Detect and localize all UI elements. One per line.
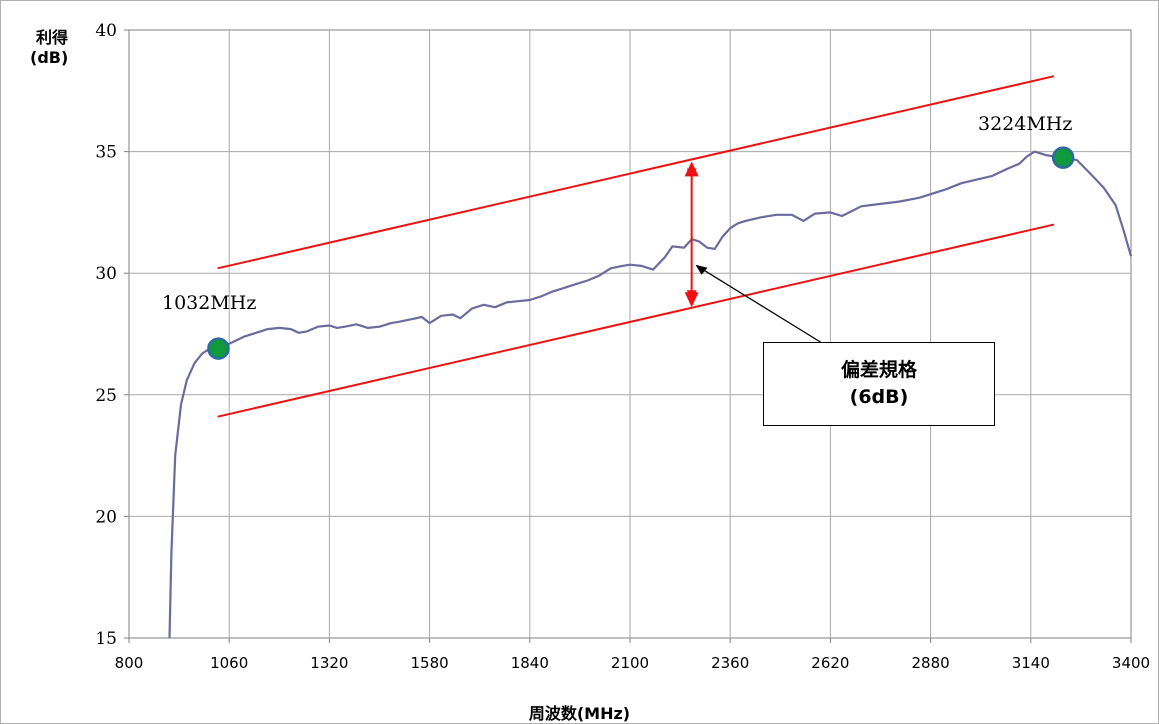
- y-tick-label: 25: [95, 386, 117, 406]
- callout-pointer-line: [701, 268, 823, 344]
- series-layer: [168, 150, 1133, 639]
- y-tick-label: 40: [95, 21, 117, 41]
- x-tick-label: 1320: [310, 654, 348, 672]
- callout-line-2: (6dB): [849, 386, 909, 408]
- ticks-layer: 800 1060 1320 1580 1840 2100 2360 2620 2880 3140 3…: [95, 21, 1150, 672]
- x-tick-label: 1580: [411, 654, 449, 672]
- y-tick-label: 20: [95, 507, 117, 527]
- marker-label-1032: 1032MHz: [162, 292, 257, 314]
- deviation-spec-callout: 偏差規格 (6dB): [763, 342, 995, 426]
- x-tick-label: 1060: [210, 654, 248, 672]
- spec-line-lower: [217, 223, 1055, 418]
- y-tick-label: 35: [95, 143, 117, 163]
- callout-pointer-head: [695, 264, 708, 275]
- markers-layer: [207, 146, 1075, 360]
- x-tick-label: 1840: [511, 654, 549, 672]
- y-tick-label: 15: [95, 629, 117, 649]
- x-axis-label: 周波数(MHz): [528, 704, 631, 723]
- x-tick-label: 2360: [711, 654, 749, 672]
- x-tick-label: 3400: [1112, 654, 1150, 672]
- gain-series-line: [168, 150, 1133, 639]
- x-tick-label: 2620: [811, 654, 849, 672]
- marker-label-3224: 3224MHz: [978, 113, 1073, 135]
- y-tick-label: 30: [95, 264, 117, 284]
- callout-line-1: 偏差規格: [840, 359, 917, 381]
- y-axis-label-line-2: (dB): [30, 48, 69, 67]
- deviation-arrow-head-bottom: [684, 292, 699, 308]
- x-tick-label: 2100: [611, 654, 649, 672]
- x-tick-label: 3140: [1012, 654, 1050, 672]
- marker-3224: [1051, 146, 1075, 169]
- marker-1032: [207, 337, 230, 360]
- x-tick-label: 800: [115, 654, 144, 672]
- deviation-arrow-head-top: [684, 161, 699, 177]
- annotation-arrows: [684, 161, 823, 344]
- x-tick-label: 2880: [912, 654, 950, 672]
- spec-lines: [217, 75, 1055, 418]
- y-axis-label-line-1: 利得: [36, 28, 69, 47]
- spec-line-upper: [217, 75, 1055, 270]
